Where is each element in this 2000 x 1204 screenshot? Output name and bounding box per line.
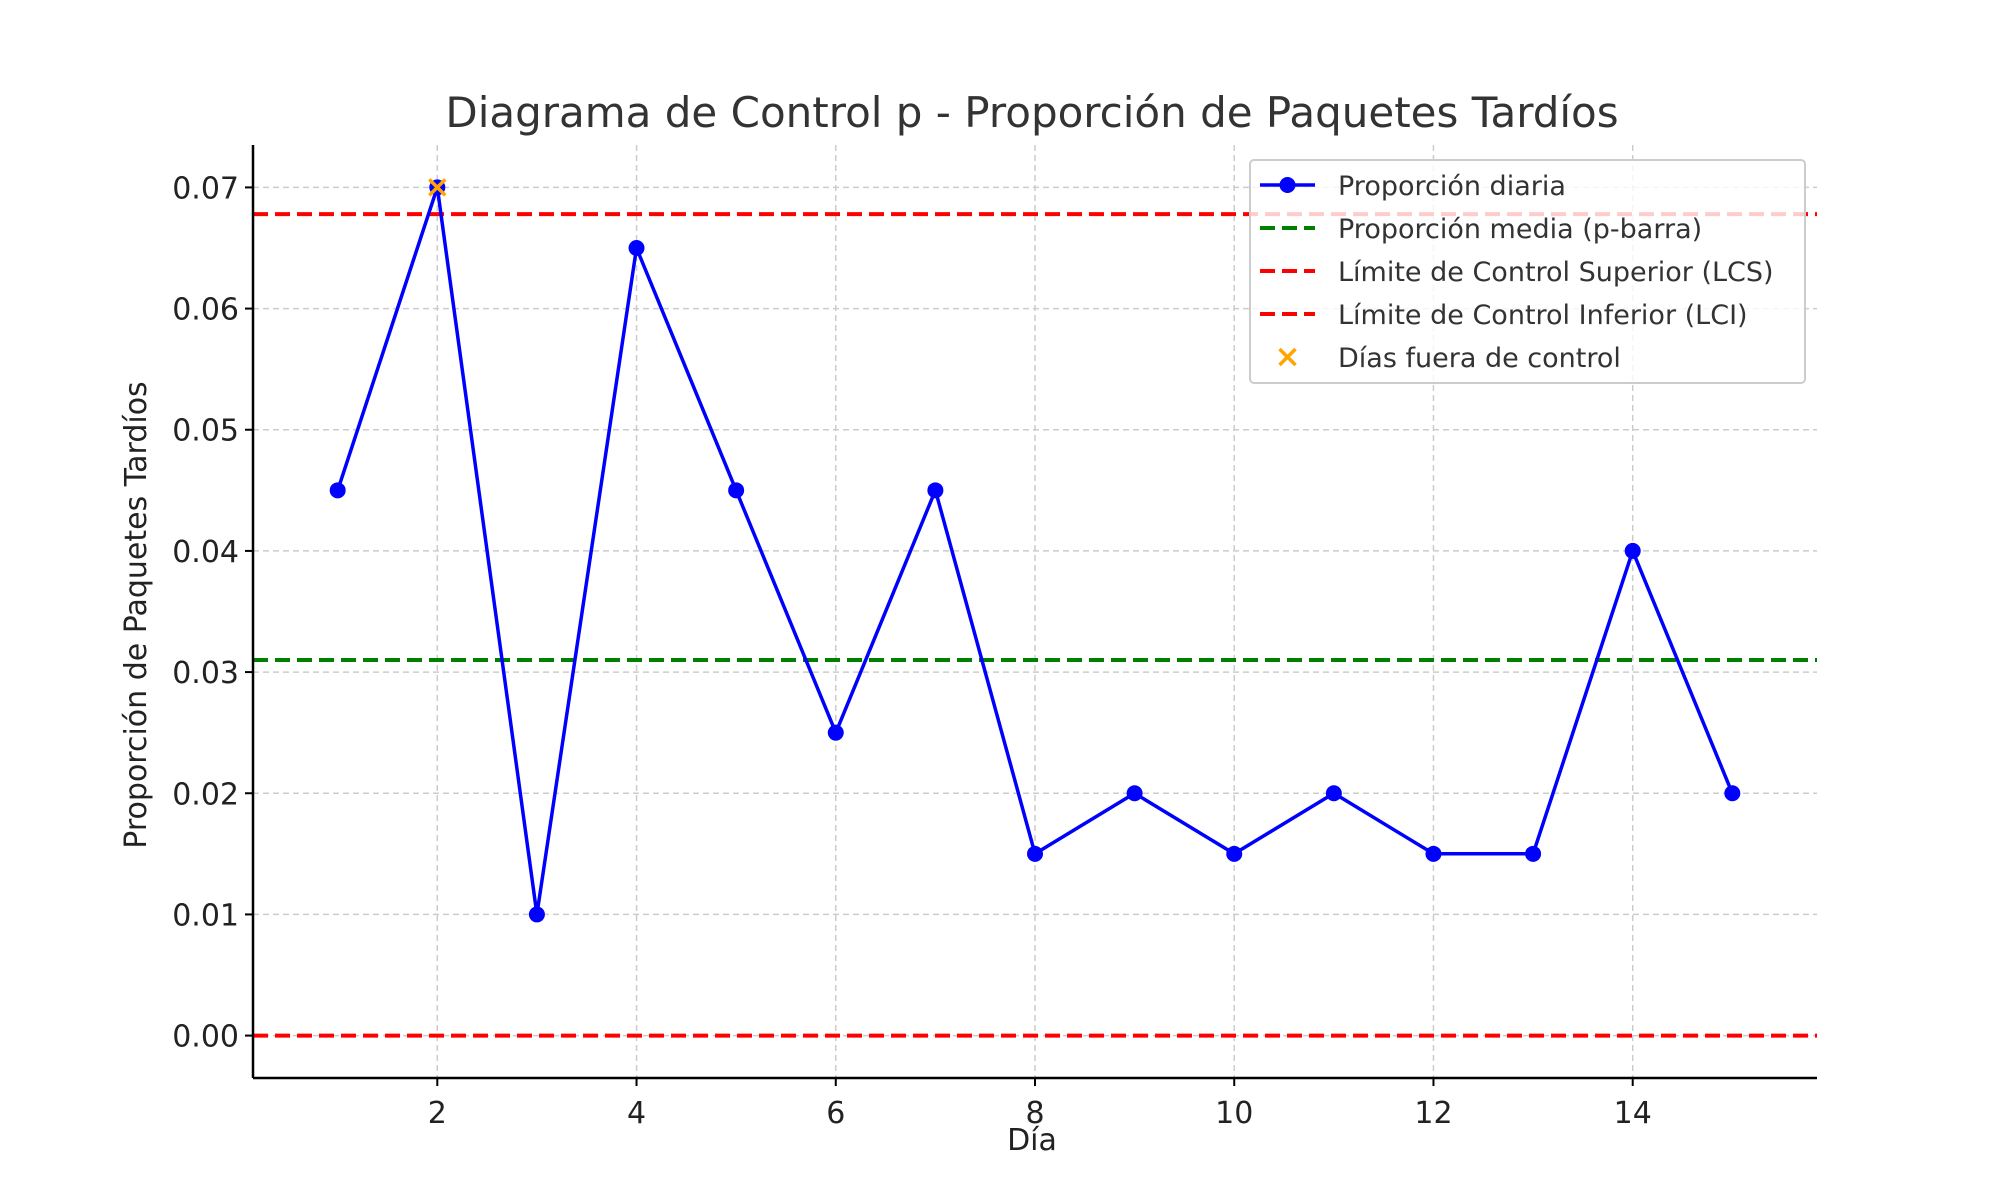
x-tick-label: 14 — [1614, 1096, 1652, 1131]
data-point — [329, 482, 346, 499]
x-tick-label: 10 — [1215, 1096, 1253, 1131]
y-tick-label: 0.01 — [172, 898, 239, 933]
x-tick-label: 6 — [826, 1096, 845, 1131]
data-point — [1624, 542, 1641, 559]
legend: Proporción diaria Proporción media (p-bar… — [1249, 159, 1806, 384]
x-tick-labels: 2 4 6 8 10 12 14 — [428, 1096, 1652, 1131]
data-point — [1325, 785, 1342, 802]
x-tick-label: 12 — [1414, 1096, 1452, 1131]
data-point — [1525, 845, 1542, 862]
x-tick-label: 2 — [428, 1096, 447, 1131]
legend-box — [1249, 159, 1806, 384]
data-point — [1425, 845, 1442, 862]
data-point — [528, 906, 545, 923]
x-tick-label: 8 — [1025, 1096, 1044, 1131]
legend-label: Límite de Control Superior (LCS) — [1338, 257, 1774, 288]
axes — [245, 145, 1817, 1086]
marker-stroke — [428, 178, 447, 197]
chart-title: Diagrama de Control p - Proporción de Pa… — [445, 88, 1618, 137]
y-axis-label: Proporción de Paquetes Tardíos — [119, 381, 154, 848]
out-of-control-markers — [428, 178, 447, 197]
data-point — [927, 482, 944, 499]
data-point — [1027, 845, 1043, 862]
legend-label: Días fuera de control — [1338, 343, 1621, 374]
marker-stroke — [1278, 347, 1297, 367]
legend-handle-out-of-control — [1278, 347, 1297, 367]
data-point — [728, 482, 745, 499]
out-of-control-marker — [428, 178, 447, 197]
x-tick-label: 4 — [627, 1096, 646, 1131]
data-point — [628, 239, 645, 256]
data-point — [1126, 785, 1143, 802]
y-tick-label: 0.04 — [172, 535, 239, 570]
x-axis-label: Día — [1007, 1123, 1057, 1158]
y-tick-label: 0.07 — [172, 171, 239, 206]
y-tick-label: 0.00 — [172, 1020, 239, 1055]
data-point — [827, 724, 844, 741]
y-tick-label: 0.06 — [172, 293, 239, 328]
y-tick-labels: 0.00 0.01 0.02 0.03 0.04 0.05 0.06 0.07 — [172, 171, 239, 1054]
legend-label: Proporción diaria — [1338, 171, 1566, 202]
legend-marker-series — [1279, 177, 1296, 193]
legend-label: Límite de Control Inferior (LCI) — [1338, 300, 1748, 331]
y-tick-label: 0.02 — [172, 777, 239, 812]
y-tick-label: 0.03 — [172, 656, 239, 691]
y-tick-label: 0.05 — [172, 414, 239, 449]
legend-label: Proporción media (p-barra) — [1338, 214, 1702, 245]
data-point — [1724, 785, 1741, 802]
series-layer — [329, 179, 1741, 923]
data-point — [1226, 845, 1243, 862]
